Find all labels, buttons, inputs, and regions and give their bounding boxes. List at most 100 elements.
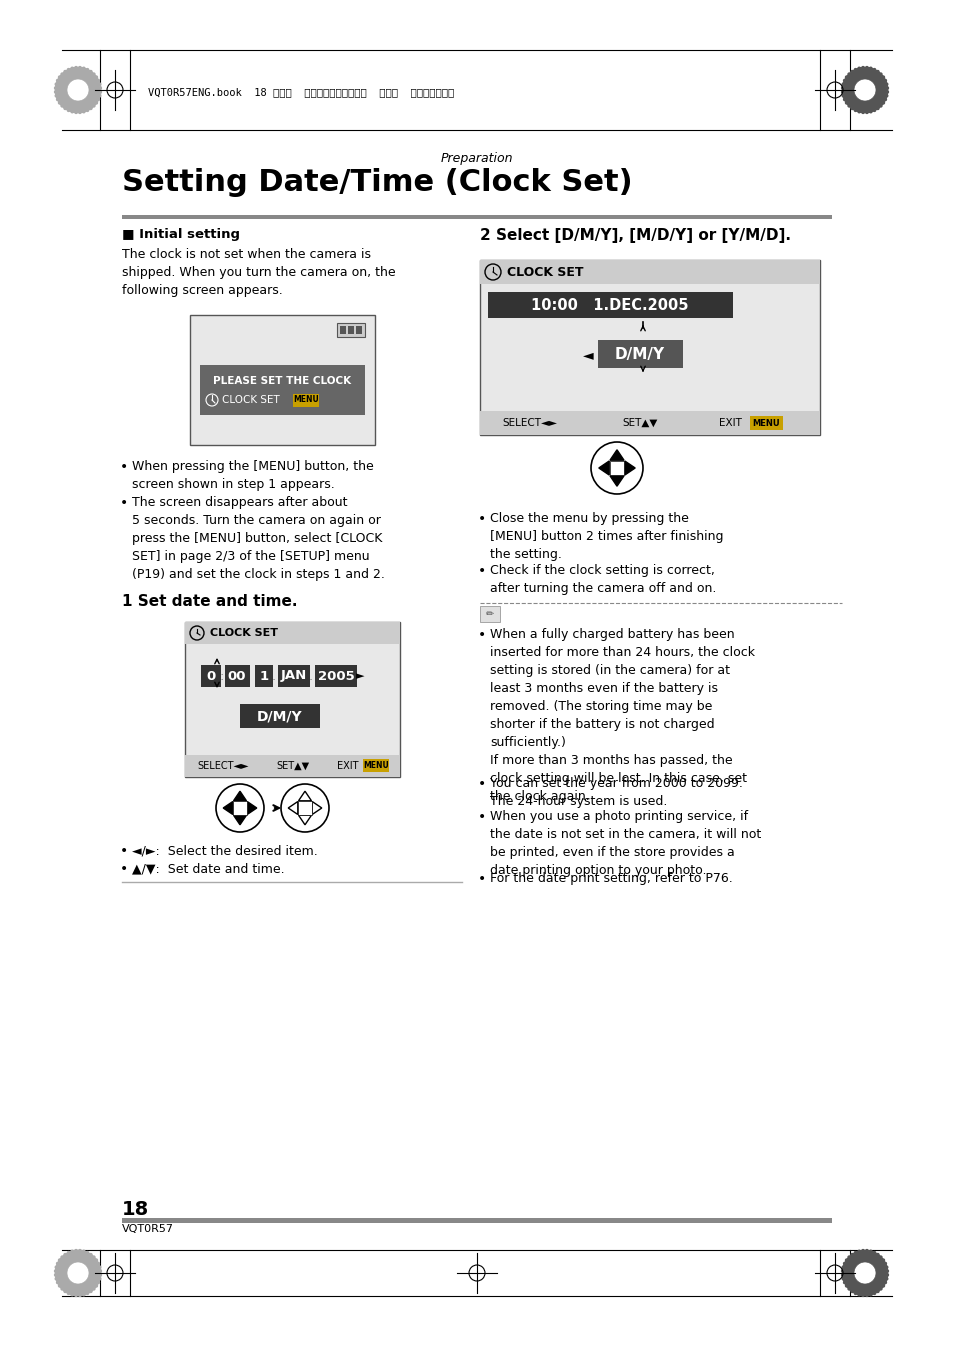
Circle shape	[853, 1262, 875, 1285]
Polygon shape	[598, 461, 609, 474]
Text: MENU: MENU	[363, 762, 389, 771]
Polygon shape	[233, 816, 246, 825]
Polygon shape	[841, 66, 887, 113]
Text: D/M/Y: D/M/Y	[615, 346, 664, 361]
Bar	[185, 621, 399, 644]
Text: 10:00   1.DEC.2005: 10:00 1.DEC.2005	[531, 298, 688, 313]
Text: When pressing the [MENU] button, the
screen shown in step 1 appears.: When pressing the [MENU] button, the scr…	[132, 460, 374, 491]
Bar	[254, 665, 273, 687]
Text: •: •	[120, 844, 128, 857]
Text: For the date print setting, refer to P76.: For the date print setting, refer to P76…	[490, 872, 732, 886]
Text: 00: 00	[228, 670, 246, 682]
Text: You can set the year from 2000 to 2099.
The 24-hour system is used.: You can set the year from 2000 to 2099. …	[490, 776, 742, 807]
Text: .: .	[272, 670, 275, 682]
Text: Preparation: Preparation	[440, 152, 513, 164]
Text: EXIT: EXIT	[718, 418, 740, 429]
Bar	[298, 801, 312, 814]
Text: When you use a photo printing service, if
the date is not set in the camera, it : When you use a photo printing service, i…	[490, 810, 760, 878]
Text: •: •	[120, 496, 128, 510]
Bar	[348, 326, 354, 334]
Polygon shape	[223, 802, 233, 814]
Bar	[190, 315, 375, 445]
Text: CLOCK SET: CLOCK SET	[222, 395, 279, 404]
Text: VQT0R57ENG.book  18 ページ  ２００５年５月２４日  火曜日  午前８時２０分: VQT0R57ENG.book 18 ページ ２００５年５月２４日 火曜日 午前…	[148, 88, 454, 97]
Text: •: •	[477, 872, 486, 886]
Text: •: •	[120, 460, 128, 474]
Text: 1 Set date and time.: 1 Set date and time.	[122, 594, 297, 609]
Bar	[185, 755, 399, 776]
Text: Close the menu by pressing the
[MENU] button 2 times after finishing
the setting: Close the menu by pressing the [MENU] bu…	[490, 512, 722, 561]
Text: •: •	[120, 861, 128, 876]
Text: ▲/▼:  Set date and time.: ▲/▼: Set date and time.	[132, 861, 284, 875]
Circle shape	[215, 785, 264, 832]
Bar	[277, 665, 310, 687]
Bar	[513, 328, 516, 333]
Bar	[201, 665, 221, 687]
Bar	[225, 665, 250, 687]
Text: VQT0R57: VQT0R57	[122, 1224, 173, 1233]
Polygon shape	[624, 461, 635, 474]
Text: CLOCK SET: CLOCK SET	[506, 266, 583, 279]
Bar	[314, 665, 356, 687]
Circle shape	[281, 785, 329, 832]
Bar	[336, 324, 365, 337]
Text: MENU: MENU	[293, 395, 318, 404]
Text: Setting Date/Time (Clock Set): Setting Date/Time (Clock Set)	[122, 168, 632, 197]
Text: ►: ►	[355, 671, 364, 681]
Circle shape	[67, 80, 89, 101]
Polygon shape	[233, 791, 246, 801]
Polygon shape	[247, 802, 256, 814]
Text: •: •	[477, 628, 486, 642]
Polygon shape	[609, 450, 623, 460]
Text: JAN: JAN	[280, 670, 307, 682]
Text: •: •	[477, 563, 486, 578]
Text: 18: 18	[122, 1200, 149, 1219]
Text: •: •	[477, 810, 486, 824]
Bar	[185, 621, 399, 776]
Text: Check if the clock setting is correct,
after turning the camera off and on.: Check if the clock setting is correct, a…	[490, 563, 716, 594]
Bar	[339, 326, 346, 334]
Text: .: .	[309, 670, 313, 682]
Bar	[293, 394, 318, 407]
Text: SELECT◄►: SELECT◄►	[502, 418, 557, 429]
Circle shape	[206, 394, 218, 406]
Bar	[479, 411, 820, 435]
Text: :: :	[219, 670, 224, 682]
Bar	[233, 801, 247, 814]
Circle shape	[590, 442, 642, 493]
Text: 0: 0	[206, 670, 215, 682]
Bar	[479, 260, 820, 284]
Text: ◄/►:  Select the desired item.: ◄/►: Select the desired item.	[132, 844, 317, 857]
Text: EXIT: EXIT	[337, 762, 358, 771]
Polygon shape	[54, 66, 101, 113]
Text: 2 Select [D/M/Y], [M/D/Y] or [Y/M/D].: 2 Select [D/M/Y], [M/D/Y] or [Y/M/D].	[479, 228, 790, 243]
Text: •: •	[477, 512, 486, 526]
Text: When a fully charged battery has been
inserted for more than 24 hours, the clock: When a fully charged battery has been in…	[490, 628, 754, 803]
Polygon shape	[609, 476, 623, 487]
Text: SELECT◄►: SELECT◄►	[197, 762, 249, 771]
Text: MENU: MENU	[751, 418, 779, 427]
Text: CLOCK SET: CLOCK SET	[210, 628, 277, 638]
Text: •: •	[477, 776, 486, 791]
Text: ◄: ◄	[582, 348, 593, 363]
Bar	[749, 417, 782, 430]
Bar	[355, 326, 361, 334]
Text: ■ Initial setting: ■ Initial setting	[122, 228, 240, 241]
Polygon shape	[841, 1250, 887, 1297]
Polygon shape	[54, 1250, 101, 1297]
Text: ✏: ✏	[485, 609, 494, 619]
Circle shape	[67, 1262, 89, 1285]
Bar	[609, 461, 623, 476]
Bar	[598, 340, 682, 368]
Text: D/M/Y: D/M/Y	[257, 709, 302, 723]
Text: 1: 1	[259, 670, 269, 682]
Text: SET▲▼: SET▲▼	[621, 418, 657, 429]
Text: 2005: 2005	[317, 670, 354, 682]
Text: SET▲▼: SET▲▼	[276, 762, 309, 771]
Bar	[479, 607, 499, 621]
Bar	[363, 759, 389, 772]
Bar	[122, 1219, 831, 1223]
Text: The screen disappears after about
5 seconds. Turn the camera on again or
press t: The screen disappears after about 5 seco…	[132, 496, 384, 581]
Text: PLEASE SET THE CLOCK: PLEASE SET THE CLOCK	[213, 376, 352, 386]
Bar	[200, 365, 365, 415]
